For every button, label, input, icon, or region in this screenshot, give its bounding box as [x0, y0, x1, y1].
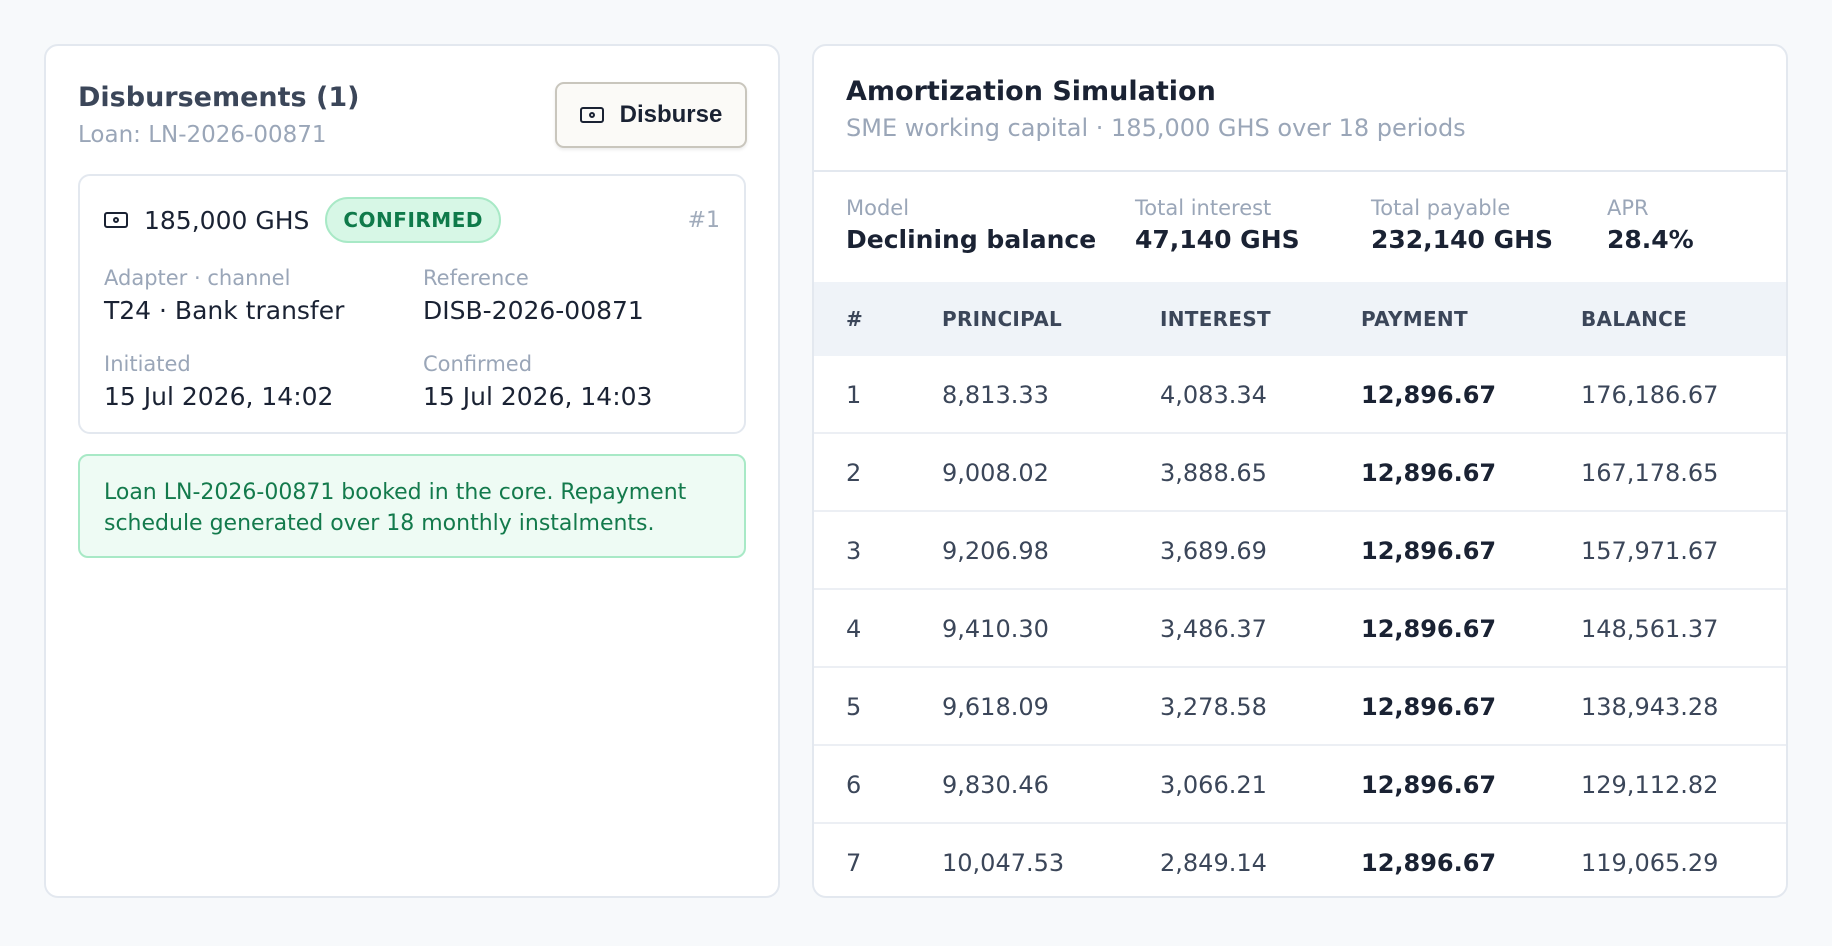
cell-interest: 2,849.14: [1160, 849, 1267, 877]
header-divider: [814, 170, 1786, 172]
cell-payment: 12,896.67: [1361, 381, 1497, 409]
status-badge: CONFIRMED: [325, 197, 501, 243]
cell-payment: 12,896.67: [1361, 615, 1497, 643]
cell-payment: 12,896.67: [1361, 459, 1497, 487]
cell-interest: 3,278.58: [1160, 693, 1267, 721]
disbursements-panel: Disbursements (1) Loan: LN-2026-00871 Di…: [44, 44, 780, 898]
stat-value: 28.4%: [1607, 225, 1694, 254]
reference-value: DISB-2026-00871: [423, 296, 644, 325]
disbursement-index: #1: [687, 207, 720, 233]
disburse-button[interactable]: Disburse: [555, 82, 747, 148]
cell-principal: 9,618.09: [942, 693, 1049, 721]
cell-payment: 12,896.67: [1361, 771, 1497, 799]
cell-index: 7: [846, 849, 862, 877]
cell-balance: 167,178.65: [1581, 459, 1719, 487]
cell-payment: 12,896.67: [1361, 693, 1497, 721]
stat-value: 232,140 GHS: [1371, 225, 1554, 254]
loan-id-subtitle: Loan: LN-2026-00871: [78, 122, 327, 148]
initiated-field: Initiated 15 Jul 2026, 14:02: [104, 352, 333, 411]
amortization-subtitle: SME working capital · 185,000 GHS over 1…: [846, 114, 1466, 142]
disbursements-title: Disbursements (1): [78, 82, 360, 113]
cell-payment: 12,896.67: [1361, 849, 1497, 877]
table-row: 1 8,813.33 4,083.34 12,896.67 176,186.67: [814, 356, 1786, 434]
cell-interest: 3,486.37: [1160, 615, 1267, 643]
column-header-interest[interactable]: INTEREST: [1160, 307, 1271, 331]
disbursement-header: 185,000 GHS CONFIRMED #1: [104, 196, 720, 244]
initiated-label: Initiated: [104, 352, 191, 376]
cell-interest: 4,083.34: [1160, 381, 1267, 409]
cell-balance: 148,561.37: [1581, 615, 1719, 643]
cell-principal: 9,830.46: [942, 771, 1049, 799]
adapter-label: Adapter · channel: [104, 266, 291, 290]
reference-field: Reference DISB-2026-00871: [423, 266, 644, 325]
adapter-value: T24 · Bank transfer: [104, 296, 345, 325]
table-row: 6 9,830.46 3,066.21 12,896.67 129,112.82: [814, 746, 1786, 824]
stat-value: Declining balance: [846, 225, 1097, 254]
schedule-table-body: 1 8,813.33 4,083.34 12,896.67 176,186.67…: [814, 356, 1786, 896]
cell-index: 3: [846, 537, 862, 565]
stat-label: APR: [1607, 196, 1649, 220]
stat-label: Total interest: [1135, 196, 1272, 220]
cell-principal: 9,008.02: [942, 459, 1049, 487]
cell-payment: 12,896.67: [1361, 537, 1497, 565]
banknote-icon: [579, 107, 604, 123]
column-header-balance[interactable]: BALANCE: [1581, 307, 1688, 331]
column-header-index[interactable]: #: [846, 307, 864, 331]
banknote-icon: [104, 212, 128, 228]
initiated-value: 15 Jul 2026, 14:02: [104, 382, 334, 411]
table-row: 7 10,047.53 2,849.14 12,896.67 119,065.2…: [814, 824, 1786, 896]
disburse-button-label: Disburse: [619, 101, 723, 128]
cell-index: 4: [846, 615, 862, 643]
column-header-payment[interactable]: PAYMENT: [1361, 307, 1468, 331]
stat-total-payable: Total payable 232,140 GHS: [1371, 196, 1553, 254]
cell-balance: 138,943.28: [1581, 693, 1719, 721]
table-row: 5 9,618.09 3,278.58 12,896.67 138,943.28: [814, 668, 1786, 746]
disbursement-amount: 185,000 GHS: [144, 205, 310, 235]
table-row: 4 9,410.30 3,486.37 12,896.67 148,561.37: [814, 590, 1786, 668]
cell-balance: 119,065.29: [1581, 849, 1719, 877]
cell-balance: 129,112.82: [1581, 771, 1719, 799]
schedule-table-header: # PRINCIPAL INTEREST PAYMENT BALANCE: [814, 282, 1786, 356]
stat-apr: APR 28.4%: [1607, 196, 1694, 254]
stat-value: 47,140 GHS: [1135, 225, 1300, 254]
table-row: 2 9,008.02 3,888.65 12,896.67 167,178.65: [814, 434, 1786, 512]
cell-index: 5: [846, 693, 862, 721]
confirmed-label: Confirmed: [423, 352, 533, 376]
cell-index: 1: [846, 381, 862, 409]
reference-label: Reference: [423, 266, 529, 290]
cell-index: 2: [846, 459, 862, 487]
confirmed-value: 15 Jul 2026, 14:03: [423, 382, 653, 411]
booking-notice: Loan LN-2026-00871 booked in the core. R…: [78, 454, 746, 558]
stat-total-interest: Total interest 47,140 GHS: [1135, 196, 1300, 254]
cell-interest: 3,066.21: [1160, 771, 1267, 799]
stat-label: Model: [846, 196, 910, 220]
column-header-principal[interactable]: PRINCIPAL: [942, 307, 1063, 331]
cell-balance: 157,971.67: [1581, 537, 1719, 565]
cell-balance: 176,186.67: [1581, 381, 1719, 409]
cell-principal: 9,410.30: [942, 615, 1049, 643]
amortization-panel: Amortization Simulation SME working capi…: [812, 44, 1788, 898]
cell-principal: 8,813.33: [942, 381, 1049, 409]
stat-label: Total payable: [1371, 196, 1511, 220]
cell-index: 6: [846, 771, 862, 799]
table-row: 3 9,206.98 3,689.69 12,896.67 157,971.67: [814, 512, 1786, 590]
adapter-field: Adapter · channel T24 · Bank transfer: [104, 266, 344, 325]
disbursement-card[interactable]: 185,000 GHS CONFIRMED #1 Adapter · chann…: [78, 174, 746, 434]
stat-model: Model Declining balance: [846, 196, 1096, 254]
cell-principal: 9,206.98: [942, 537, 1049, 565]
amortization-title: Amortization Simulation: [846, 76, 1216, 107]
confirmed-field: Confirmed 15 Jul 2026, 14:03: [423, 352, 652, 411]
cell-interest: 3,689.69: [1160, 537, 1267, 565]
cell-interest: 3,888.65: [1160, 459, 1267, 487]
cell-principal: 10,047.53: [942, 849, 1065, 877]
